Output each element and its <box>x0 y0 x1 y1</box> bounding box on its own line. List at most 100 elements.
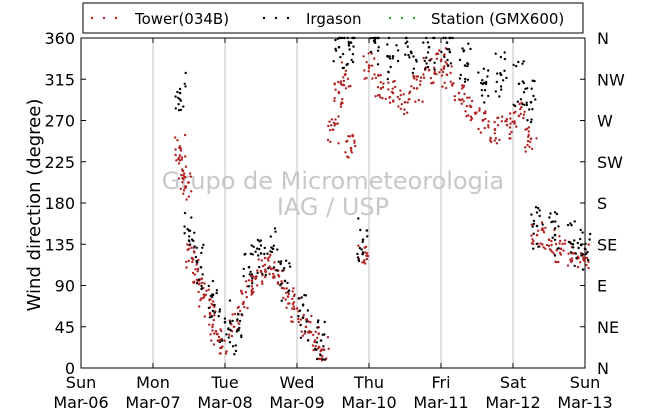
x-tick-label-day: Fri <box>431 373 450 392</box>
data-point-cloud <box>365 254 368 257</box>
data-point-cloud <box>483 101 486 104</box>
data-point-cloud <box>184 187 187 190</box>
data-point-cloud <box>479 131 483 134</box>
y-tick-label: 0 <box>65 359 75 378</box>
data-point-cloud <box>589 232 592 236</box>
data-point <box>349 146 353 150</box>
data-point-cloud <box>311 344 315 347</box>
data-point-cloud <box>263 246 266 250</box>
data-point-cloud <box>266 252 269 255</box>
points-layer <box>173 36 592 362</box>
data-point-cloud <box>505 76 508 80</box>
data-point-cloud <box>177 109 181 112</box>
data-point-cloud <box>315 341 319 344</box>
data-point-cloud <box>326 336 330 339</box>
data-point-cloud <box>199 298 202 302</box>
y-tick-label-right: SW <box>597 153 623 172</box>
data-point-cloud <box>219 328 222 331</box>
data-point-cloud <box>501 79 505 82</box>
data-point-cloud <box>280 299 283 302</box>
data-point-cloud <box>550 239 553 243</box>
data-point-cloud <box>284 298 287 301</box>
data-point-cloud <box>425 56 428 59</box>
data-point-cloud <box>468 96 471 99</box>
data-point <box>247 265 251 269</box>
data-point-cloud <box>461 47 464 50</box>
data-point-cloud <box>520 106 523 109</box>
data-point-cloud <box>176 90 179 94</box>
data-point-cloud <box>487 94 490 98</box>
data-point-cloud <box>458 77 462 80</box>
x-tick-label-day: Wed <box>280 373 315 392</box>
data-point-cloud <box>365 76 368 80</box>
data-point-cloud <box>487 124 490 127</box>
data-point-cloud <box>285 287 288 290</box>
data-point-cloud <box>396 59 400 63</box>
data-point-cloud <box>587 266 590 270</box>
x-tick-label-day: Tue <box>210 373 238 392</box>
data-point-cloud <box>465 115 468 118</box>
data-point-cloud <box>433 61 436 64</box>
data-point-cloud <box>422 41 425 44</box>
data-point-cloud <box>555 260 558 264</box>
grid-layer <box>152 38 514 368</box>
data-point-cloud <box>190 216 193 219</box>
data-point-cloud <box>183 82 186 86</box>
data-point-cloud <box>443 55 446 59</box>
data-point-cloud <box>487 126 490 129</box>
data-point-cloud <box>306 339 310 342</box>
data-point-cloud <box>425 36 428 40</box>
data-point-cloud <box>291 297 294 301</box>
data-point-cloud <box>379 96 382 99</box>
data-point <box>427 45 431 49</box>
data-point-cloud <box>386 43 389 46</box>
data-point-cloud <box>435 53 438 56</box>
data-point-cloud <box>357 244 360 247</box>
data-point-cloud <box>386 77 389 81</box>
data-point-cloud <box>216 333 219 336</box>
data-point-cloud <box>448 48 451 51</box>
data-point-cloud <box>365 257 369 261</box>
data-point-cloud <box>391 87 394 90</box>
data-point-cloud <box>478 107 481 110</box>
data-point-cloud <box>263 256 267 260</box>
data-point-cloud <box>329 140 332 143</box>
data-point <box>583 247 587 251</box>
data-point-cloud <box>208 316 212 319</box>
data-point-cloud <box>308 331 311 334</box>
data-point-cloud <box>201 246 204 249</box>
data-point-cloud <box>466 62 469 65</box>
data-point-cloud <box>302 313 305 317</box>
data-point-cloud <box>223 317 227 320</box>
data-point-cloud <box>466 78 470 82</box>
data-point-cloud <box>449 80 452 83</box>
data-point-cloud <box>332 60 335 63</box>
data-point-cloud <box>480 94 484 97</box>
y-tick-label-right: NE <box>597 318 619 337</box>
data-point-cloud <box>180 156 184 159</box>
data-point-cloud <box>388 96 391 99</box>
y-tick-label: 135 <box>44 235 75 254</box>
data-point-cloud <box>309 321 312 324</box>
data-point-cloud <box>339 55 342 59</box>
data-point-cloud <box>256 269 259 272</box>
data-point-cloud <box>211 325 214 329</box>
legend-marker-tower-2 <box>102 16 106 20</box>
data-point-cloud <box>303 293 306 297</box>
data-point <box>259 252 263 255</box>
data-point-cloud <box>203 315 206 318</box>
data-point-cloud <box>209 333 212 336</box>
data-point-cloud <box>417 98 420 102</box>
data-point-cloud <box>313 340 316 344</box>
data-point-cloud <box>550 243 553 247</box>
data-point-cloud <box>399 107 402 111</box>
data-point-cloud <box>290 320 293 323</box>
data-point <box>553 233 557 237</box>
data-point-cloud <box>344 151 347 154</box>
data-point-cloud <box>582 256 585 259</box>
data-point-cloud <box>341 66 344 70</box>
data-point-cloud <box>361 253 364 256</box>
data-point-cloud <box>501 115 504 118</box>
data-point <box>457 91 461 95</box>
data-point-cloud <box>286 281 289 285</box>
